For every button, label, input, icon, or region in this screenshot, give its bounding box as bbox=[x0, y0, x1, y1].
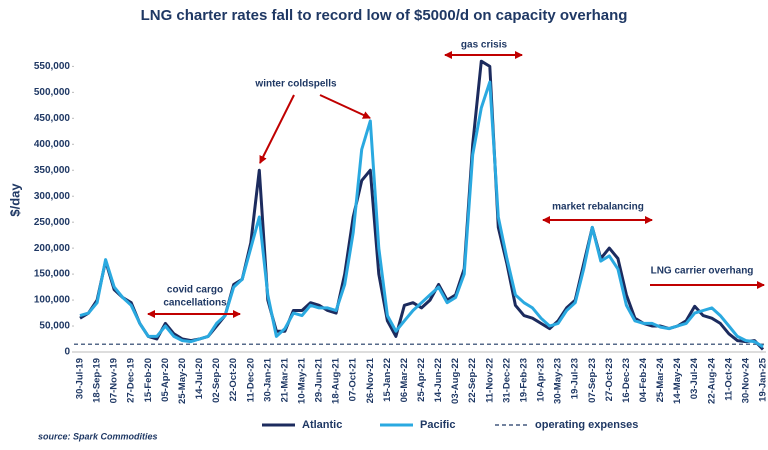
x-tick-label: 25-May-20 bbox=[177, 358, 188, 404]
x-tick-label: 14-Jun-22 bbox=[433, 358, 444, 402]
y-tick-label: 300,000 bbox=[34, 191, 71, 202]
x-tick-label: 26-Nov-21 bbox=[365, 357, 376, 403]
x-tick-label: 06-Mar-22 bbox=[399, 358, 410, 402]
annotation-arrow bbox=[259, 94, 295, 164]
x-tick-label: 03-Aug-22 bbox=[450, 358, 461, 404]
legend-label: Pacific bbox=[420, 419, 455, 431]
x-tick-label: 18-Aug-21 bbox=[331, 357, 342, 404]
x-tick-label: 10-May-21 bbox=[296, 357, 307, 404]
annotation: LNG carrier overhang bbox=[651, 266, 754, 277]
x-tick-label: 03-Jul-24 bbox=[689, 357, 700, 399]
x-tick-label: 07-Oct-21 bbox=[348, 357, 359, 401]
x-tick-label: 19-Jul-23 bbox=[570, 358, 581, 399]
x-tick-label: 19-Jan-25 bbox=[758, 357, 768, 402]
y-tick-label: 350,000 bbox=[34, 165, 71, 176]
x-tick-label: 16-Dec-23 bbox=[621, 358, 632, 403]
chart-title: LNG charter rates fall to record low of … bbox=[141, 7, 628, 24]
x-tick-label: 11-Oct-24 bbox=[723, 357, 734, 400]
x-tick-label: 07-Nov-19 bbox=[109, 358, 120, 403]
legend-label: operating expenses bbox=[535, 419, 638, 431]
source: source: Spark Commodities bbox=[38, 431, 158, 441]
x-tick-label: 30-May-23 bbox=[553, 358, 564, 404]
y-tick-label: 100,000 bbox=[34, 295, 71, 306]
x-tick-label: 18-Sep-19 bbox=[92, 358, 103, 403]
series-line bbox=[79, 80, 764, 349]
x-tick-label: 19-Feb-23 bbox=[518, 358, 529, 402]
x-tick-label: 15-Jan-22 bbox=[382, 358, 393, 402]
x-tick-label: 29-Jun-21 bbox=[314, 357, 325, 402]
y-tick-label: 200,000 bbox=[34, 243, 71, 254]
annotation: market rebalancing bbox=[552, 202, 644, 213]
annotation: gas crisis bbox=[461, 40, 508, 51]
x-tick-label: 04-Feb-24 bbox=[638, 357, 649, 402]
x-tick-label: 07-Sep-23 bbox=[587, 358, 598, 403]
x-tick-label: 30-Jan-21 bbox=[262, 357, 273, 402]
x-tick-label: 15-Feb-20 bbox=[143, 358, 154, 402]
annotation: cancellations bbox=[163, 298, 227, 309]
x-tick-label: 05-Apr-20 bbox=[160, 358, 171, 402]
x-tick-label: 25-Apr-22 bbox=[416, 358, 427, 402]
x-tick-label: 10-Apr-23 bbox=[536, 358, 547, 402]
y-tick-label: 450,000 bbox=[34, 113, 71, 124]
y-tick-label: 250,000 bbox=[34, 217, 71, 228]
x-tick-label: 14-Jul-20 bbox=[194, 358, 205, 399]
x-tick-label: 22-Oct-20 bbox=[228, 358, 239, 401]
y-tick-label: 500,000 bbox=[34, 87, 71, 98]
annotation: covid cargo bbox=[167, 285, 223, 296]
x-tick-label: 31-Dec-22 bbox=[501, 358, 512, 403]
x-tick-label: 11-Nov-22 bbox=[484, 358, 495, 403]
legend-label: Atlantic bbox=[302, 419, 342, 431]
x-tick-label: 14-May-24 bbox=[672, 357, 683, 404]
y-axis-label: $/day bbox=[7, 183, 22, 217]
y-tick-label: 150,000 bbox=[34, 269, 71, 280]
x-tick-label: 27-Oct-23 bbox=[604, 358, 615, 401]
annotation-arrow bbox=[319, 94, 371, 119]
x-tick-label: 27-Dec-19 bbox=[126, 358, 137, 403]
y-tick-label: 0 bbox=[64, 347, 70, 358]
x-tick-label: 11-Dec-20 bbox=[245, 358, 256, 402]
x-tick-label: 30-Nov-24 bbox=[740, 357, 751, 403]
x-tick-label: 22-Sep-22 bbox=[467, 358, 478, 403]
y-tick-label: 50,000 bbox=[39, 321, 70, 332]
annotation: winter coldspells bbox=[254, 79, 337, 90]
x-tick-label: 21-Mar-21 bbox=[279, 357, 290, 402]
x-tick-label: 22-Aug-24 bbox=[706, 357, 717, 404]
x-tick-label: 02-Sep-20 bbox=[211, 358, 222, 403]
y-tick-label: 550,000 bbox=[34, 61, 71, 72]
y-tick-label: 400,000 bbox=[34, 139, 71, 150]
x-tick-label: 25-Mar-24 bbox=[655, 357, 666, 402]
x-tick-label: 30-Jul-19 bbox=[75, 358, 86, 399]
